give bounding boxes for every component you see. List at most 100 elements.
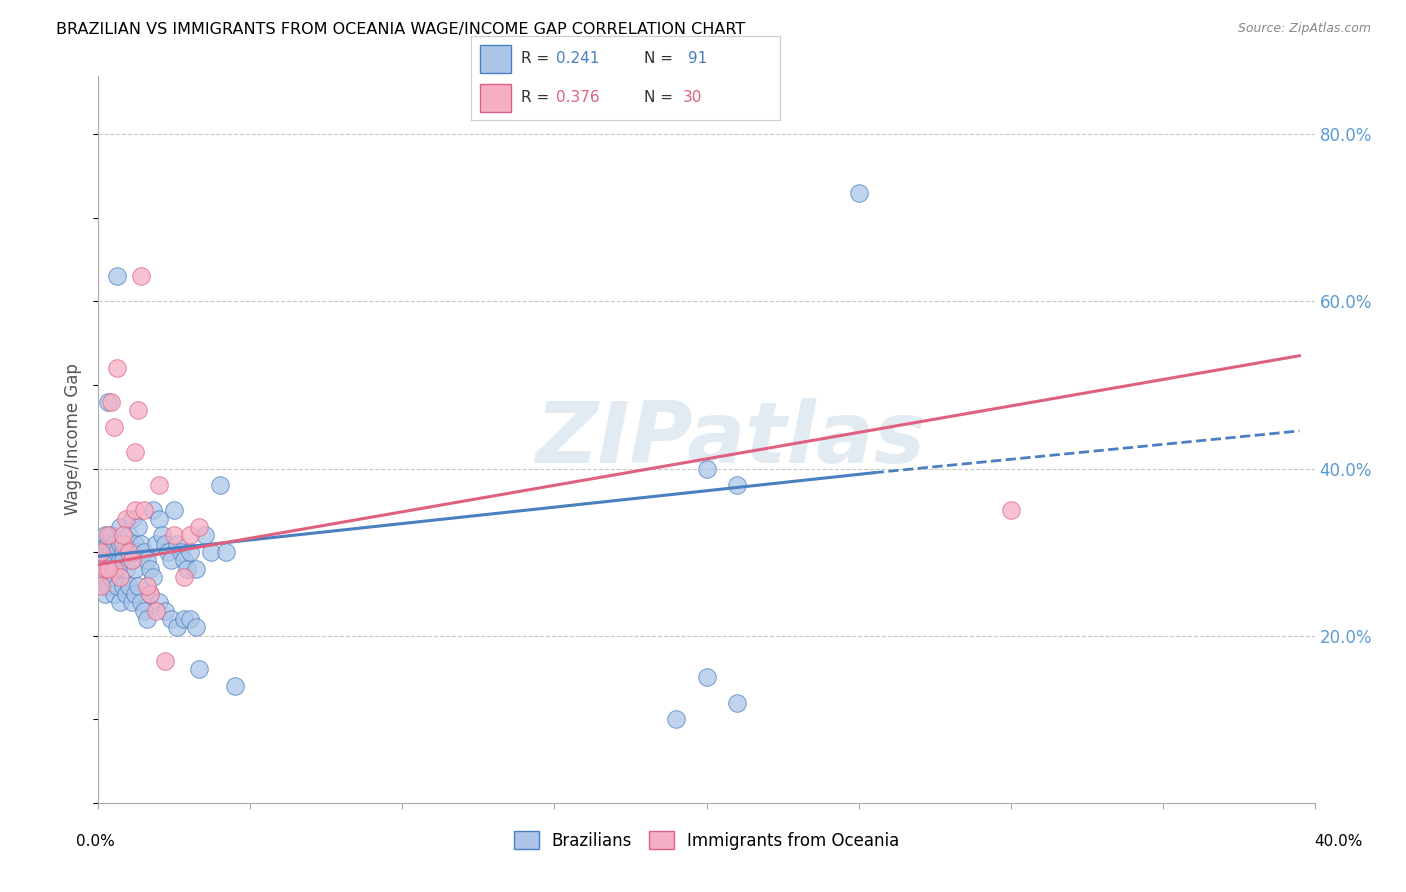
Point	[90, 562, 112, 576]
Point	[100, 528, 122, 542]
Point	[111, 553, 134, 567]
Point	[124, 562, 146, 576]
Point	[194, 528, 217, 542]
Point	[124, 537, 146, 551]
Point	[93, 570, 115, 584]
Point	[725, 478, 748, 492]
Point	[124, 587, 146, 601]
Point	[121, 595, 143, 609]
Point	[96, 545, 118, 559]
Point	[111, 528, 134, 542]
Point	[136, 553, 159, 567]
Point	[96, 578, 118, 592]
Text: 0.241: 0.241	[557, 51, 599, 66]
Point	[111, 578, 134, 592]
Point	[114, 511, 136, 525]
Point	[142, 570, 165, 584]
Point	[105, 361, 128, 376]
Point	[155, 537, 177, 551]
Point	[114, 587, 136, 601]
Point	[129, 269, 152, 284]
Point	[93, 553, 115, 567]
Text: 91: 91	[683, 51, 707, 66]
Point	[93, 562, 115, 576]
Point	[139, 587, 162, 601]
Point	[111, 537, 134, 551]
Text: 0.376: 0.376	[557, 90, 600, 105]
Point	[93, 562, 115, 576]
Point	[100, 394, 122, 409]
Text: R =: R =	[520, 90, 554, 105]
Point	[118, 545, 141, 559]
Point	[129, 595, 152, 609]
Point	[103, 553, 125, 567]
Point	[114, 562, 136, 576]
Point	[108, 537, 131, 551]
Point	[145, 604, 167, 618]
Point	[108, 595, 131, 609]
Point	[124, 445, 146, 459]
Point	[848, 186, 870, 200]
Point	[100, 553, 122, 567]
Point	[150, 528, 173, 542]
Point	[103, 587, 125, 601]
Point	[173, 570, 195, 584]
Point	[187, 520, 209, 534]
Point	[121, 553, 143, 567]
Point	[96, 528, 118, 542]
Text: 30: 30	[683, 90, 702, 105]
Point	[173, 612, 195, 626]
Text: 0.0%: 0.0%	[76, 834, 115, 849]
Point	[696, 670, 718, 684]
Text: R =: R =	[520, 51, 554, 66]
Point	[176, 562, 198, 576]
Point	[90, 578, 112, 592]
Point	[111, 545, 134, 559]
Point	[142, 503, 165, 517]
Point	[103, 545, 125, 559]
Text: N =: N =	[644, 90, 678, 105]
Point	[100, 570, 122, 584]
Point	[200, 545, 222, 559]
Point	[155, 654, 177, 668]
Point	[90, 545, 112, 559]
Point	[90, 553, 112, 567]
Point	[118, 545, 141, 559]
Point	[127, 520, 149, 534]
Text: ZIPatlas: ZIPatlas	[536, 398, 927, 481]
FancyBboxPatch shape	[481, 84, 512, 112]
Point	[90, 537, 112, 551]
Point	[108, 570, 131, 584]
Point	[148, 478, 170, 492]
Point	[184, 620, 207, 634]
Point	[96, 553, 118, 567]
Text: N =: N =	[644, 51, 678, 66]
Point	[121, 553, 143, 567]
Point	[725, 696, 748, 710]
Point	[160, 612, 183, 626]
Point	[105, 578, 128, 592]
Point	[184, 562, 207, 576]
Point	[96, 537, 118, 551]
Point	[108, 553, 131, 567]
Point	[169, 545, 191, 559]
Point	[129, 537, 152, 551]
Point	[118, 528, 141, 542]
Point	[148, 511, 170, 525]
Point	[179, 528, 201, 542]
Point	[114, 537, 136, 551]
Point	[160, 553, 183, 567]
Point	[132, 503, 155, 517]
Point	[103, 419, 125, 434]
Text: 40.0%: 40.0%	[1315, 834, 1362, 849]
Point	[127, 545, 149, 559]
Text: BRAZILIAN VS IMMIGRANTS FROM OCEANIA WAGE/INCOME GAP CORRELATION CHART: BRAZILIAN VS IMMIGRANTS FROM OCEANIA WAG…	[56, 22, 745, 37]
Point	[96, 562, 118, 576]
Point	[187, 662, 209, 676]
Text: Source: ZipAtlas.com: Source: ZipAtlas.com	[1237, 22, 1371, 36]
Point	[96, 394, 118, 409]
Point	[163, 503, 186, 517]
Point	[103, 562, 125, 576]
Point	[90, 545, 112, 559]
Point	[100, 545, 122, 559]
